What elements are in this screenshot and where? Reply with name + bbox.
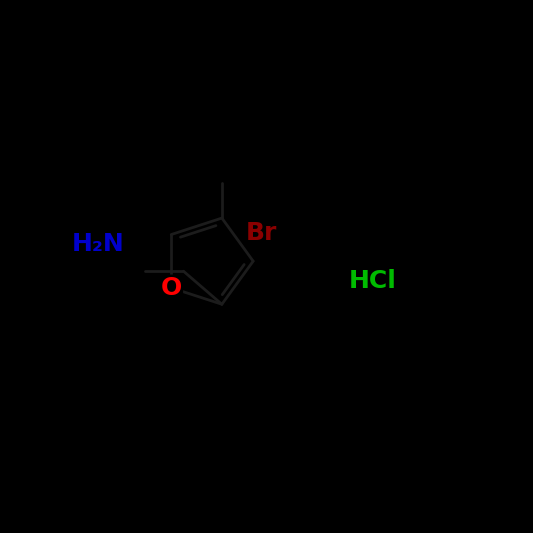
Text: H₂N: H₂N xyxy=(72,232,125,256)
Text: Br: Br xyxy=(246,221,278,246)
Text: HCl: HCl xyxy=(349,269,397,294)
Text: O: O xyxy=(160,276,182,300)
